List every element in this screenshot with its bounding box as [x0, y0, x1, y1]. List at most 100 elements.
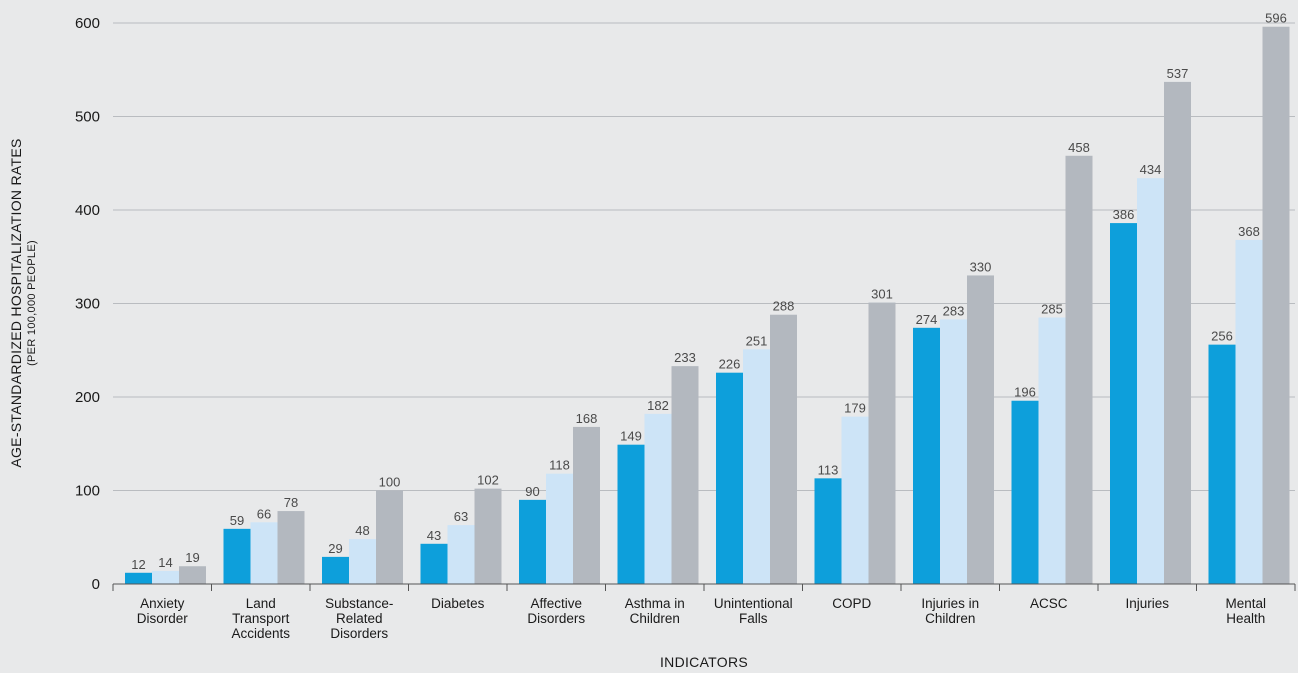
category-label: Injuries in Children	[921, 596, 979, 626]
bar	[814, 478, 842, 584]
y-axis-ticks: 0 100 200 300 400 500 600	[75, 15, 100, 593]
data-label: 196	[1014, 385, 1036, 400]
data-label: 233	[674, 350, 696, 365]
category-label: Diabetes	[431, 596, 485, 611]
bar	[617, 444, 645, 584]
data-label: 596	[1265, 11, 1287, 26]
bar	[770, 314, 797, 584]
data-label: 100	[379, 475, 401, 490]
y-axis-title-group: AGE-STANDARDIZED HOSPITALIZATION RATES (…	[8, 138, 38, 467]
category-label-line: Anxiety	[140, 596, 185, 611]
gridlines	[113, 22, 1295, 491]
category-label-line: Related	[336, 611, 383, 626]
category-label-line: COPD	[832, 596, 871, 611]
bar	[716, 372, 743, 584]
bar	[1110, 223, 1137, 584]
category-label: Injuries	[1125, 596, 1169, 611]
category-label-line: Injuries in	[921, 596, 979, 611]
category-label-line: Substance-	[325, 596, 393, 611]
bar	[967, 275, 994, 584]
data-label: 149	[620, 429, 642, 444]
data-label: 537	[1167, 66, 1189, 81]
data-label: 90	[525, 484, 539, 499]
bar	[868, 302, 896, 584]
bar	[1208, 344, 1236, 584]
category-label: COPD	[832, 596, 871, 611]
bar	[841, 416, 869, 584]
category-label: Asthma in Children	[625, 596, 685, 626]
bar	[940, 319, 967, 584]
category-label-line: Unintentional	[714, 596, 793, 611]
data-label: 43	[427, 528, 441, 543]
bar	[743, 349, 770, 584]
data-label: 368	[1238, 224, 1260, 239]
y-tick-label: 500	[75, 109, 100, 126]
bar	[474, 488, 502, 584]
bar	[376, 490, 403, 584]
category-label-line: Accidents	[231, 626, 290, 641]
data-label: 78	[284, 495, 298, 510]
category-label-line: Diabetes	[431, 596, 485, 611]
data-label: 59	[230, 513, 244, 528]
x-axis	[112, 583, 1296, 591]
bar	[1137, 178, 1164, 584]
data-label: 102	[477, 473, 499, 488]
bar	[644, 413, 672, 584]
category-label-line: Children	[630, 611, 680, 626]
data-label: 19	[185, 550, 199, 565]
y-tick-label: 0	[92, 576, 100, 593]
category-label-line: Transport	[232, 611, 290, 626]
bar	[250, 522, 278, 584]
data-label: 182	[647, 398, 669, 413]
data-label: 330	[970, 259, 992, 274]
data-label: 113	[818, 462, 839, 477]
bar	[573, 426, 600, 584]
category-label: Unintentional Falls	[714, 596, 793, 626]
data-label: 285	[1041, 302, 1063, 317]
category-label-line: Land	[246, 596, 276, 611]
category-label-line: Asthma in	[625, 596, 685, 611]
bar	[223, 528, 251, 584]
bar	[125, 572, 152, 584]
y-tick-label: 400	[75, 202, 100, 219]
data-label: 283	[943, 303, 965, 318]
category-label-line: Falls	[739, 611, 768, 626]
category-label-line: Disorders	[527, 611, 585, 626]
data-label: 226	[719, 357, 741, 372]
bars	[125, 26, 1290, 585]
data-label: 168	[576, 411, 598, 426]
bar	[913, 327, 940, 584]
data-label: 301	[871, 287, 893, 302]
data-label: 66	[257, 506, 271, 521]
category-label-line: Disorder	[137, 611, 189, 626]
data-label: 29	[328, 541, 342, 556]
bar	[1038, 317, 1066, 584]
data-label: 14	[158, 555, 172, 570]
category-label: Land Transport Accidents	[231, 596, 290, 641]
category-label-line: ACSC	[1030, 596, 1068, 611]
category-label-line: Mental	[1225, 596, 1266, 611]
data-label: 274	[916, 312, 938, 327]
bar	[1235, 239, 1263, 585]
data-label: 434	[1140, 162, 1162, 177]
bar	[519, 499, 546, 584]
data-label: 256	[1211, 329, 1233, 344]
bar	[152, 570, 179, 584]
bar	[447, 525, 475, 584]
category-label: Substance-Related Disorders	[325, 596, 393, 641]
bar	[1065, 155, 1093, 584]
category-label-line: Health	[1226, 611, 1265, 626]
category-labels: Anxiety Disorder Land Transport Accidents Sub…	[137, 596, 1266, 641]
bar	[1011, 400, 1039, 584]
bar	[1164, 81, 1191, 584]
data-label: 458	[1068, 140, 1090, 155]
data-label: 118	[549, 458, 570, 473]
bar	[277, 511, 305, 584]
data-label: 288	[773, 299, 795, 314]
bar	[671, 366, 699, 584]
x-axis-title: INDICATORS	[660, 654, 748, 670]
category-label-line: Injuries	[1125, 596, 1169, 611]
bar	[546, 473, 573, 584]
bar	[322, 556, 349, 584]
